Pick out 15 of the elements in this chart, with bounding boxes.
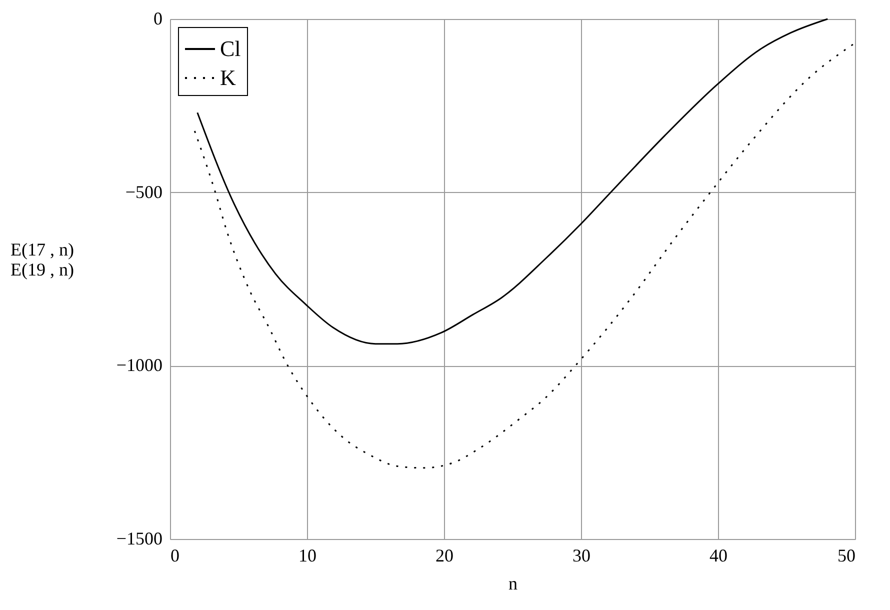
x-tick-label: 0	[170, 546, 180, 566]
y-tick-label: −1000	[116, 355, 162, 376]
x-tick-label: 30	[572, 546, 590, 566]
legend-label: K	[220, 65, 236, 90]
y-tick-label: −500	[125, 182, 162, 202]
x-tick-label: 20	[436, 546, 454, 566]
y-tick-label: 0	[154, 8, 162, 28]
x-axis-title: n	[508, 574, 518, 594]
y-tick-label: −1500	[116, 528, 162, 548]
x-tick-label: 10	[298, 546, 316, 566]
y-axis-title: E(17 , n) E(19 , n)	[10, 240, 74, 280]
line-series	[196, 18, 828, 345]
legend-label: Cl	[220, 36, 241, 61]
x-tick-label: 40	[710, 546, 728, 566]
x-tick-label: 50	[838, 546, 856, 566]
